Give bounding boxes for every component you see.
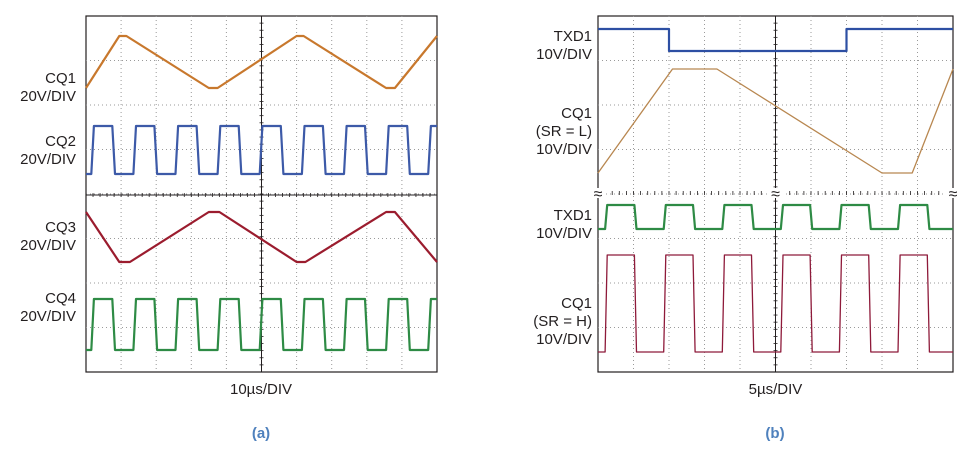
break-mark-gap [767, 188, 784, 198]
label-txd1-top: TXD1 10V/DIV [536, 28, 592, 63]
label-cq1-sr-h: CQ1 (SR = H) 10V/DIV [533, 295, 592, 348]
trace-cq1-sr-l [597, 68, 954, 174]
label-cq4: CQ4 20V/DIV [20, 290, 76, 325]
break-mark-gap [945, 188, 961, 198]
scope-panel-b: ≈ ≈ ≈ [590, 15, 961, 373]
trace-cq3 [85, 210, 438, 264]
trace-cq1-sr-h [598, 254, 953, 353]
label-cq2: CQ2 20V/DIV [20, 133, 76, 168]
label-txd1-bottom: TXD1 10V/DIV [536, 207, 592, 242]
trace-cq1 [85, 34, 438, 90]
label-cq3: CQ3 20V/DIV [20, 219, 76, 254]
trace-txd1 [598, 203, 953, 231]
break-mark-gap [590, 188, 606, 198]
break-mark: ≈ [771, 186, 780, 203]
label-cq1: CQ1 20V/DIV [20, 70, 76, 105]
x-axis-label-a: 10µs/DIV [230, 381, 292, 398]
caption-b: (b) [765, 425, 785, 442]
trace-txd1 [598, 27, 953, 53]
x-axis-label-b: 5µs/DIV [748, 381, 803, 398]
break-mark: ≈ [949, 186, 958, 203]
trace-cq4 [86, 297, 437, 352]
label-cq1-sr-l: CQ1 (SR = L) 10V/DIV [535, 105, 592, 158]
break-mark: ≈ [594, 186, 603, 203]
trace-cq2 [86, 124, 437, 176]
scope-panel-a [85, 15, 438, 373]
caption-a: (a) [251, 425, 271, 442]
